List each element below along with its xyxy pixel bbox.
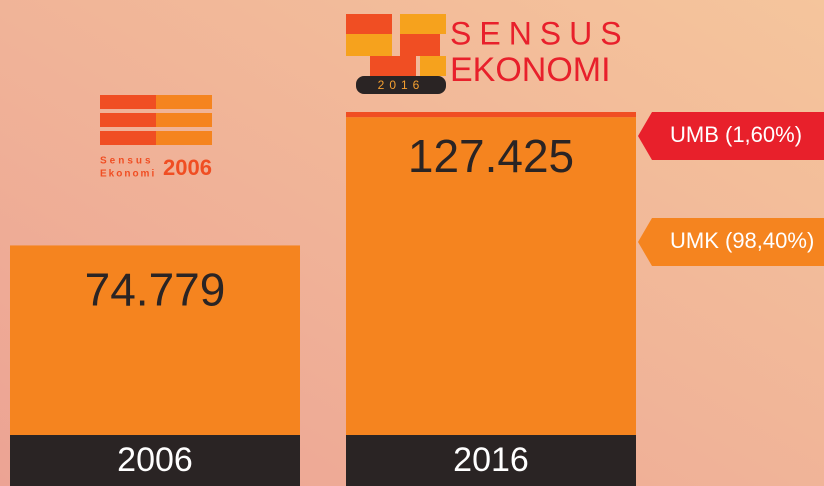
x-tick-label: 2016 xyxy=(453,441,529,479)
logo-text: Sensus xyxy=(100,156,154,167)
logo-stripe xyxy=(100,113,156,127)
category-band xyxy=(10,435,300,486)
value-label: 74.779 xyxy=(85,264,226,316)
logo-text: EKONOMI xyxy=(450,51,611,89)
logo-stripe xyxy=(100,131,156,145)
bar xyxy=(10,245,300,435)
logo-2016: 2016 SENSUS EKONOMI xyxy=(346,14,630,94)
bar-segment xyxy=(346,117,636,435)
logo-block xyxy=(400,34,440,56)
logo-band xyxy=(356,76,446,94)
logo-year: 2006 xyxy=(163,155,212,180)
segment-label: UMK (98,40%) xyxy=(670,228,814,253)
bar-segment xyxy=(346,112,636,118)
logo-text: SENSUS xyxy=(450,15,630,51)
logo-block xyxy=(420,56,446,76)
value-label: 127.425 xyxy=(408,130,574,182)
logo-stripe xyxy=(100,95,156,109)
segment-tag xyxy=(638,112,824,160)
logo-text: Ekonomi xyxy=(100,169,156,180)
logo-year: 2016 xyxy=(378,78,425,92)
logo-block xyxy=(346,14,392,34)
logo-stripe xyxy=(156,131,212,145)
logo-block xyxy=(346,34,392,56)
segment-tag xyxy=(638,218,824,266)
logo-stripe xyxy=(156,113,212,127)
category-band xyxy=(346,435,636,486)
logo-block xyxy=(370,56,416,76)
logo-2006: Sensus Ekonomi 2006 xyxy=(100,95,212,180)
segment-label: UMB (1,60%) xyxy=(670,122,802,147)
logo-stripe xyxy=(156,95,212,109)
logo-block xyxy=(400,14,446,34)
x-tick-label: 2006 xyxy=(117,441,193,479)
